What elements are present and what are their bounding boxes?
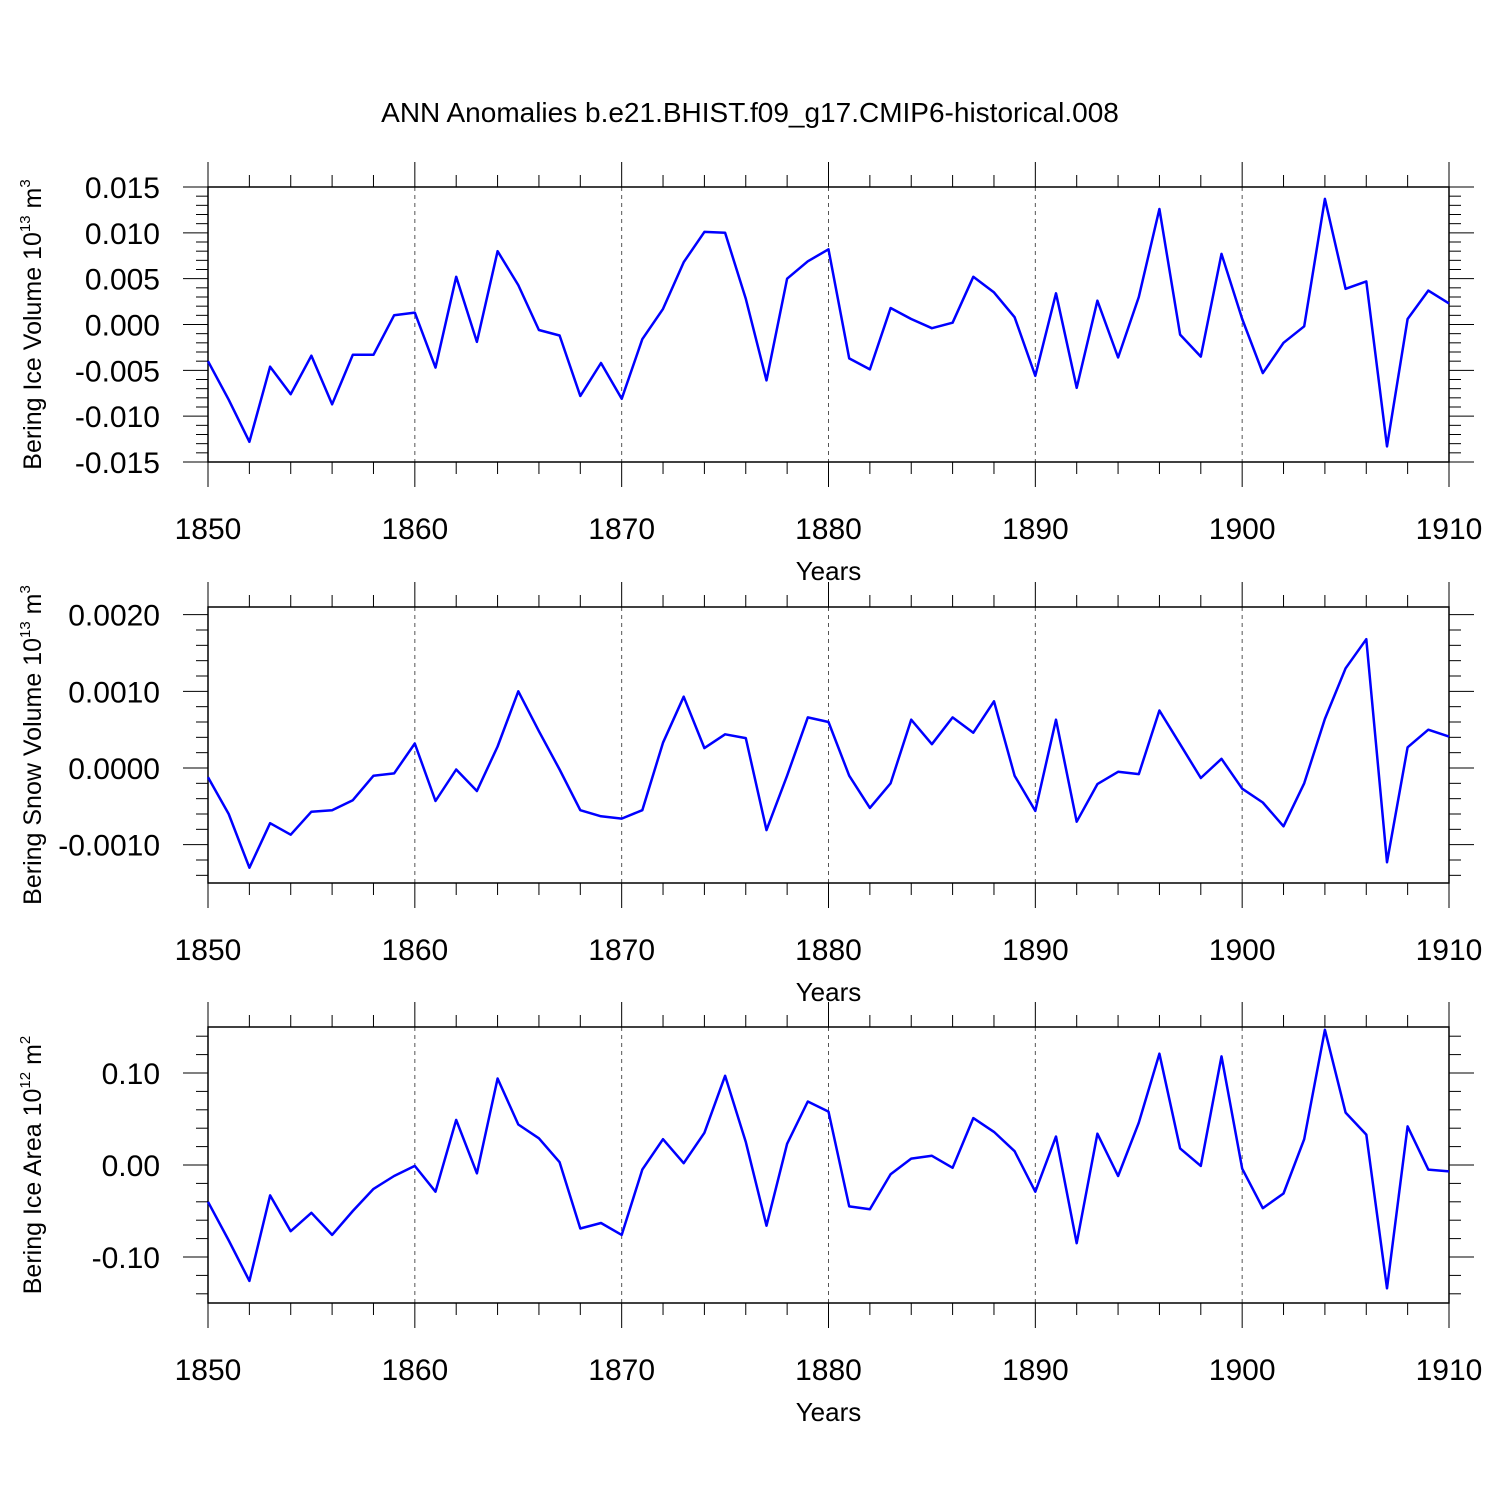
series-line [206, 197, 1450, 448]
chart-title: ANN Anomalies b.e21.BHIST.f09_g17.CMIP6-… [381, 97, 1119, 128]
x-tick-label: 1910 [1416, 934, 1483, 967]
x-axis-label: Years [796, 556, 862, 586]
x-tick-label: 1860 [381, 513, 448, 546]
y-tick-label: 0.0020 [68, 600, 160, 633]
x-tick-label: 1890 [1002, 1354, 1069, 1387]
y-axis-label: Bering Ice Volume 1013 m3 [17, 179, 47, 469]
y-tick-label: 0.0010 [68, 676, 160, 709]
chart-panels: -0.015 -0.010 -0.005 0.000 0.005 0.010 0.015 18… [17, 162, 1482, 1427]
x-tick-label: 1870 [588, 1354, 655, 1387]
y-tick-label: 0.010 [85, 218, 160, 251]
x-tick-label: 1880 [795, 513, 862, 546]
x-tick-label: 1870 [588, 934, 655, 967]
y-tick-label: 0.10 [102, 1058, 160, 1091]
y-tick-label: 0.015 [85, 172, 160, 205]
panel-3: -0.10 0.00 0.10 1850 1860 1870 1880 1890 1900 191… [17, 1002, 1482, 1427]
x-tick-label: 1880 [795, 1354, 862, 1387]
y-axis-label: Bering Snow Volume 1013 m3 [17, 585, 47, 905]
x-tick-label: 1860 [381, 1354, 448, 1387]
y-tick-label: 0.0000 [68, 753, 160, 786]
y-axis-label: Bering Ice Area 1012 m2 [17, 1036, 47, 1295]
x-tick-label: 1910 [1416, 513, 1483, 546]
x-tick-label: 1910 [1416, 1354, 1483, 1387]
x-tick-label: 1900 [1209, 1354, 1276, 1387]
y-tick-label: -0.0010 [58, 830, 160, 863]
series-line [206, 637, 1450, 869]
y-tick-label: -0.010 [75, 401, 160, 434]
x-tick-label: 1850 [175, 934, 242, 967]
x-tick-label: 1890 [1002, 513, 1069, 546]
y-tick-label: 0.005 [85, 264, 160, 297]
x-tick-label: 1880 [795, 934, 862, 967]
series-line [206, 1028, 1450, 1290]
x-tick-label: 1900 [1209, 934, 1276, 967]
y-tick-label: -0.015 [75, 447, 160, 480]
panel-1: -0.015 -0.010 -0.005 0.000 0.005 0.010 0.015 18… [17, 162, 1482, 586]
x-axis-label: Years [796, 1397, 862, 1427]
x-tick-label: 1870 [588, 513, 655, 546]
x-tick-label: 1890 [1002, 934, 1069, 967]
panel-2: -0.0010 0.0000 0.0010 0.0020 1850 1860 1870 188… [17, 582, 1482, 1007]
y-tick-label: -0.005 [75, 355, 160, 388]
y-tick-label: 0.000 [85, 310, 160, 343]
x-tick-label: 1900 [1209, 513, 1276, 546]
x-tick-label: 1850 [175, 1354, 242, 1387]
x-tick-label: 1850 [175, 513, 242, 546]
x-tick-label: 1860 [381, 934, 448, 967]
y-tick-label: -0.10 [92, 1242, 160, 1275]
y-tick-label: 0.00 [102, 1150, 160, 1183]
